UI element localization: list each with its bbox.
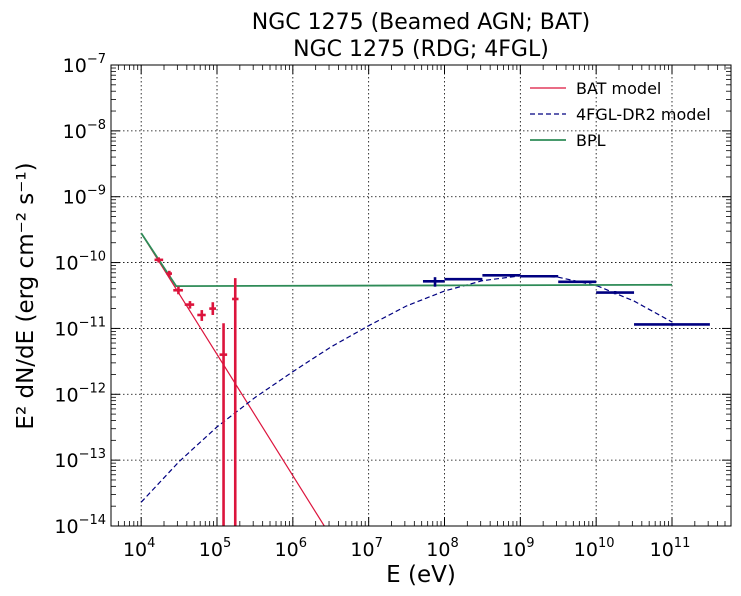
series-bat-model	[140, 232, 325, 526]
tick-labels: 104 105 106 107 108 109 1010 1011 10−14 10−13 10−1…	[54, 52, 690, 561]
y-tick-label: 10−12	[54, 381, 106, 406]
y-tick-label: 10−10	[54, 250, 106, 275]
grid	[111, 64, 731, 527]
ticks-layer	[111, 64, 731, 527]
y-tick-label: 10−14	[54, 513, 106, 538]
chart-title-line2: NGC 1275 (RDG; 4FGL)	[293, 37, 549, 62]
series-4fgl-dr2-model	[140, 275, 673, 503]
series-layer	[140, 232, 673, 526]
y-tick-label: 10−7	[63, 52, 106, 77]
legend-label: 4FGL-DR2 model	[576, 105, 711, 124]
y-tick-label: 10−11	[54, 315, 106, 340]
x-tick-label: 104	[123, 536, 155, 561]
x-tick-label: 106	[275, 536, 307, 561]
x-tick-label: 108	[426, 536, 458, 561]
y-tick-label: 10−13	[54, 447, 106, 472]
series-bpl	[140, 232, 673, 288]
legend-label: BPL	[576, 131, 606, 150]
x-axis-label: E (eV)	[386, 562, 456, 588]
x-tick-label: 1010	[574, 536, 615, 561]
legend: BAT model 4FGL-DR2 model BPL	[530, 79, 711, 150]
x-tick-label: 107	[350, 536, 382, 561]
chart-title-line1: NGC 1275 (Beamed AGN; BAT)	[252, 10, 591, 35]
y-tick-label: 10−9	[63, 184, 106, 209]
y-tick-label: 10−8	[63, 118, 106, 143]
x-tick-label: 109	[502, 536, 534, 561]
legend-label: BAT model	[576, 79, 661, 98]
x-tick-label: 1011	[650, 536, 691, 561]
points-layer	[154, 257, 710, 526]
y-axis-label: E² dN/dE (erg cm⁻² s⁻¹)	[13, 162, 39, 429]
x-tick-label: 105	[199, 536, 231, 561]
plot-frame	[110, 64, 732, 527]
